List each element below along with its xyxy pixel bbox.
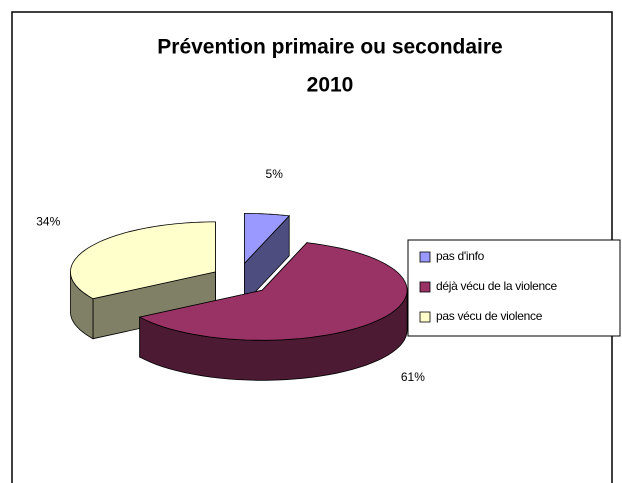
- legend-swatch: [419, 251, 431, 263]
- legend-label: déjà vécu de la violence: [436, 279, 558, 293]
- data-label: 61%: [401, 370, 425, 384]
- chart-title: Prévention primaire ou secondaire: [157, 36, 502, 59]
- legend-swatch: [419, 281, 431, 293]
- slice: [243, 212, 291, 265]
- slice: [70, 221, 216, 300]
- chart-title: 2010: [307, 74, 354, 97]
- legend-swatch: [419, 311, 431, 323]
- slice: [138, 242, 408, 341]
- legend-box: [407, 239, 621, 337]
- data-label: 34%: [36, 215, 60, 229]
- legend-label: pas vécu de violence: [436, 309, 543, 323]
- legend-label: pas d'info: [436, 249, 485, 263]
- data-label: 5%: [266, 167, 284, 181]
